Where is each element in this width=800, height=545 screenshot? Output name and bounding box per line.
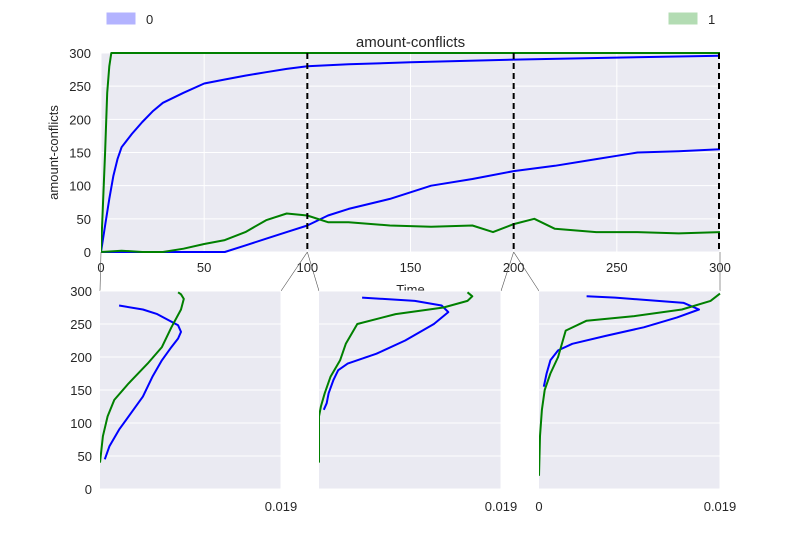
panel-2-series-line-2 <box>319 291 474 463</box>
panel-1-series-line-1 <box>103 304 182 460</box>
main-xtick-label: 0 <box>97 260 104 275</box>
main-ytick-label: 150 <box>69 146 91 161</box>
panel-1-ytick-label: 100 <box>70 416 92 431</box>
panel-1-ytick-label: 250 <box>70 317 92 332</box>
main-series-line-4 <box>101 212 720 253</box>
main-series-line-3 <box>101 52 720 253</box>
connector-line <box>307 251 320 292</box>
panel-1-series-line-2 <box>100 291 185 463</box>
main-ytick-label: 200 <box>69 112 91 127</box>
panel-3-series-line-2 <box>539 292 721 476</box>
main-ytick-label: 50 <box>77 212 91 227</box>
panel-1-ytick-label: 200 <box>70 350 92 365</box>
panel-1-xtick-label: 0.019 <box>265 499 298 514</box>
main-ytick-label: 250 <box>69 79 91 94</box>
main-ytick-label: 300 <box>69 46 91 61</box>
main-ytick-label: 100 <box>69 179 91 194</box>
legend-label-1: 1 <box>708 12 715 27</box>
connector-line <box>500 251 514 292</box>
main-y-axis-label: amount-conflicts <box>46 105 61 200</box>
main-xtick-label: 200 <box>503 260 525 275</box>
main-series-group <box>101 52 720 253</box>
panel-1-series-group <box>100 291 185 463</box>
panel-3-xtick-label: 0.019 <box>704 499 737 514</box>
legend-swatch-0 <box>106 12 136 25</box>
panel-1-ytick-label: 50 <box>78 449 92 464</box>
panel-1-ytick-label: 150 <box>70 383 92 398</box>
panel-1-gridlines <box>100 290 282 490</box>
panel-3-series-group <box>539 292 721 476</box>
main-series-line-1 <box>101 54 720 253</box>
main-xtick-label: 50 <box>197 260 211 275</box>
connector-line <box>280 251 308 292</box>
main-xtick-label: 250 <box>606 260 628 275</box>
panel-1-ytick-label: 0 <box>85 482 92 497</box>
legend-swatch-1 <box>668 12 698 25</box>
connector-line <box>99 251 102 292</box>
main-xtick-label: 150 <box>400 260 422 275</box>
legend-label-0: 0 <box>146 12 153 27</box>
main-series-line-2 <box>101 148 720 253</box>
panel-2-xtick-label: 0.019 <box>485 499 518 514</box>
panel-3-gridlines <box>539 290 721 490</box>
main-chart-title: amount-conflicts <box>356 34 465 51</box>
connector-line <box>513 251 540 292</box>
main-ytick-label: 0 <box>84 245 91 260</box>
panel-2-series-line-1 <box>322 296 450 411</box>
panel-1-ytick-label: 300 <box>70 284 92 299</box>
panel-2-series-group <box>319 291 474 463</box>
main-xtick-label: 100 <box>296 260 318 275</box>
panel-3-series-line-1 <box>542 295 700 387</box>
panel-3-xtick-label: 0 <box>535 499 542 514</box>
panel-2-gridlines <box>319 290 502 490</box>
